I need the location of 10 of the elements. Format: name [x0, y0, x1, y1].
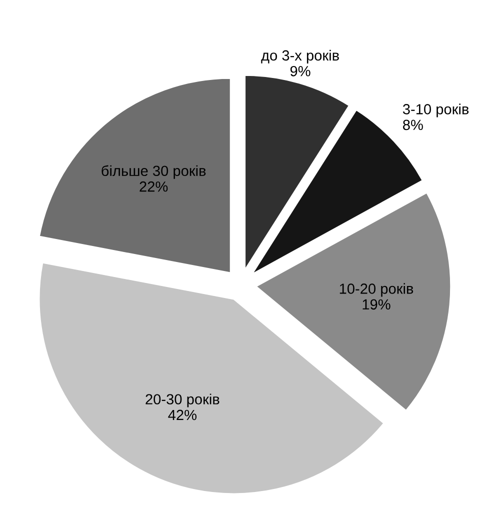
- slice-label: до 3-х років: [261, 50, 339, 64]
- data-label: 42%: [168, 410, 197, 420]
- slice-label: 3-10 років: [402, 104, 469, 118]
- data-label: 22%: [140, 181, 168, 192]
- data-label: 19%: [362, 299, 390, 310]
- slice-label: 20-30 років: [146, 394, 220, 408]
- slice-label: більше 30 років: [102, 165, 206, 179]
- data-label: 9%: [290, 66, 310, 76]
- slice-label: 10-20 років: [340, 283, 414, 297]
- data-label: 8%: [403, 120, 423, 130]
